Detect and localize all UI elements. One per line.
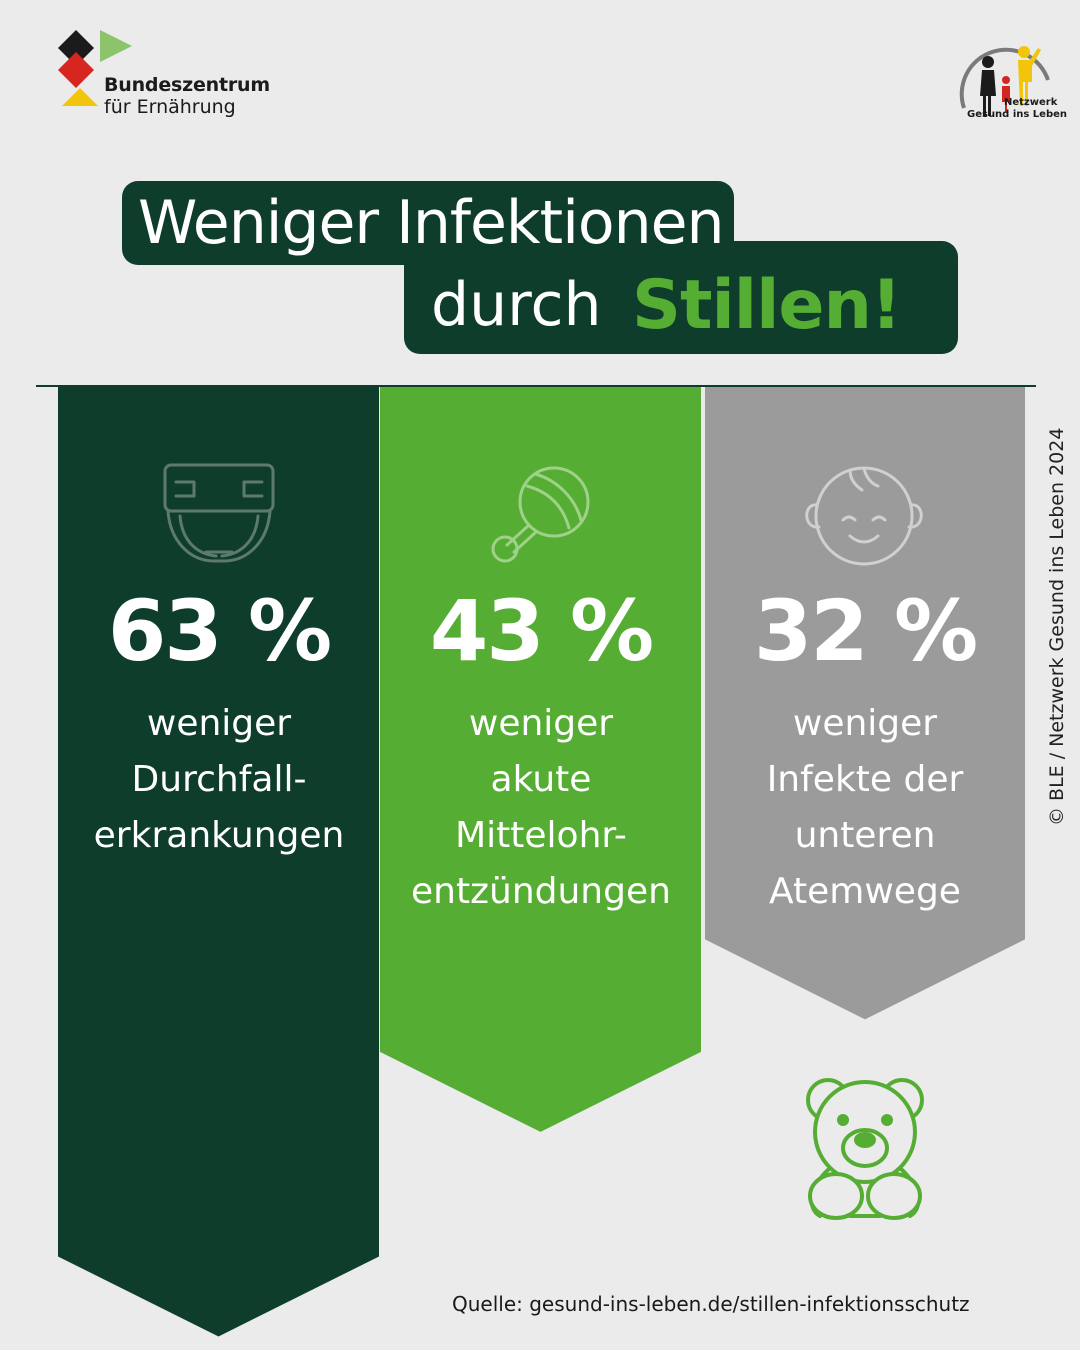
source-note: Quelle: gesund-ins-leben.de/stillen-infe… xyxy=(452,1292,970,1316)
network-logo-line2: Gesund ins Leben xyxy=(967,109,1068,120)
bar-value-label-diarrhea: 63 % xyxy=(107,582,332,680)
diaper-icon xyxy=(163,463,275,563)
desc-line: weniger xyxy=(792,703,938,744)
desc-line: erkrankungen xyxy=(93,815,345,856)
desc-line: weniger xyxy=(146,703,292,744)
bar-value-label-respiratory: 32 % xyxy=(753,582,978,680)
desc-line: akute xyxy=(490,759,592,800)
teddy-bear-icon xyxy=(806,1078,924,1220)
desc-line: entzündungen xyxy=(411,871,671,912)
desc-line: Infekte der xyxy=(766,759,964,800)
title-line2-prefix: durch xyxy=(431,270,602,340)
rattle-icon xyxy=(491,466,590,563)
baby-face-icon xyxy=(805,466,923,566)
bzfe-logo-icon xyxy=(58,30,132,106)
network-logo-icon xyxy=(959,46,1050,116)
logo-subtitle: für Ernährung xyxy=(104,96,236,118)
bar-otitis xyxy=(380,387,701,1132)
bar-value-label-otitis: 43 % xyxy=(429,582,654,680)
bar-description-otitis: weniger akute Mittelohr- entzündungen xyxy=(380,696,702,920)
logo-title: Bundeszentrum xyxy=(104,74,270,96)
desc-line: weniger xyxy=(468,703,614,744)
desc-line: Durchfall- xyxy=(131,759,307,800)
bar-respiratory xyxy=(705,387,1025,1020)
copyright-credit: © BLE / Netzwerk Gesund ins Leben 2024 xyxy=(1046,427,1068,826)
desc-line: unteren xyxy=(794,815,936,856)
bar-diarrhea xyxy=(58,387,379,1337)
title-box-bottom xyxy=(404,241,958,354)
title-line2-highlight: Stillen! xyxy=(632,266,902,345)
top-rule xyxy=(36,385,1036,387)
bar-description-respiratory: weniger Infekte der unteren Atemwege xyxy=(705,696,1025,920)
desc-line: Atemwege xyxy=(769,871,961,912)
network-logo-line1: Netzwerk xyxy=(1004,97,1058,108)
desc-line: Mittelohr- xyxy=(455,815,627,856)
bar-description-diarrhea: weniger Durchfall- erkrankungen xyxy=(58,696,380,864)
title-line1: Weniger Infektionen xyxy=(138,188,725,258)
